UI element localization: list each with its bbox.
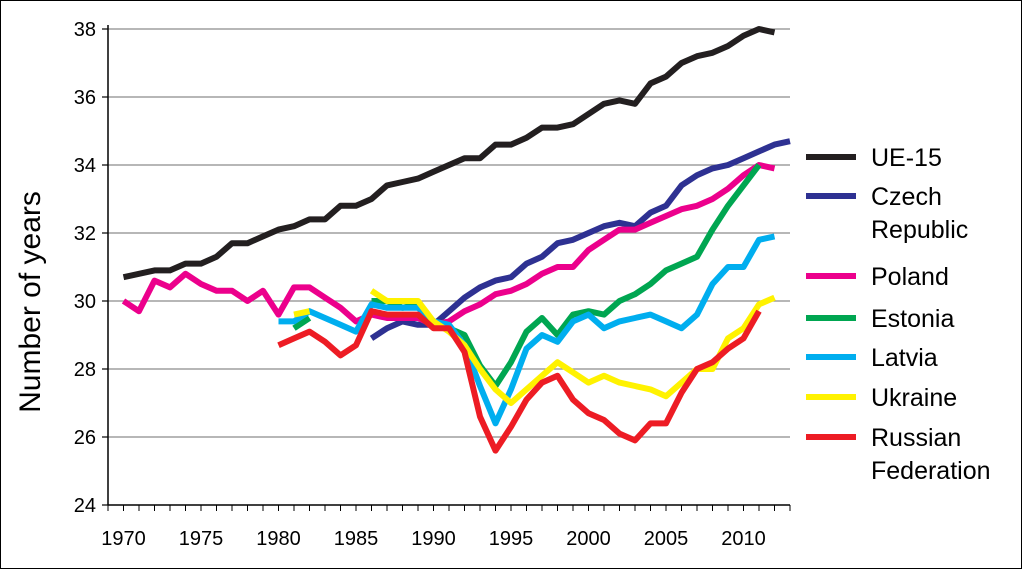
legend-label-russian-federation: Russian bbox=[871, 424, 961, 452]
x-tick-labels: 1970 1975 1980 1985 1990 1995 2000 2005 2010 bbox=[101, 528, 766, 550]
y-tick-label: 26 bbox=[74, 427, 96, 449]
legend-label-russian-federation: Federation bbox=[871, 457, 991, 485]
x-tick-label: 2000 bbox=[566, 528, 611, 550]
gridlines bbox=[108, 28, 790, 438]
y-tick-label: 28 bbox=[74, 359, 96, 381]
x-tick-label: 1975 bbox=[179, 528, 224, 550]
x-tick-label: 1980 bbox=[256, 528, 301, 550]
series-line-russian-federation bbox=[277, 308, 762, 454]
legend-label-czech-republic: Republic bbox=[871, 216, 968, 244]
y-tick-label: 30 bbox=[74, 291, 96, 313]
y-tick-label: 38 bbox=[74, 19, 96, 41]
legend-label-ue-15: UE-15 bbox=[871, 144, 942, 172]
axes bbox=[102, 25, 791, 511]
x-tick-label: 2005 bbox=[644, 528, 689, 550]
x-tick-label: 1990 bbox=[411, 528, 456, 550]
series-line-estonia bbox=[292, 315, 312, 331]
legend: UE-15 Czech Republic Poland Estonia Latvia Ukr… bbox=[806, 144, 991, 485]
y-axis-label: Number of years bbox=[14, 191, 47, 413]
y-tick-labels: 24 26 28 30 32 34 36 38 bbox=[74, 19, 96, 517]
x-tick-label: 2010 bbox=[721, 528, 766, 550]
series-line-ukraine bbox=[293, 308, 311, 318]
x-tick-label: 1995 bbox=[489, 528, 534, 550]
x-tick-label: 1970 bbox=[101, 528, 146, 550]
y-tick-label: 36 bbox=[74, 87, 96, 109]
legend-label-estonia: Estonia bbox=[871, 305, 954, 333]
series-lines bbox=[121, 26, 791, 454]
series-line-ue-15 bbox=[122, 26, 776, 281]
series-line-poland bbox=[121, 162, 776, 328]
y-tick-label: 34 bbox=[74, 155, 96, 177]
legend-label-czech-republic: Czech bbox=[871, 183, 942, 211]
series-line-czech-republic bbox=[369, 138, 791, 341]
x-tick-label: 1985 bbox=[334, 528, 379, 550]
y-tick-label: 32 bbox=[74, 223, 96, 245]
legend-label-poland: Poland bbox=[871, 263, 949, 291]
y-tick-label: 24 bbox=[74, 495, 96, 517]
series-line-latvia bbox=[278, 233, 776, 427]
legend-label-ukraine: Ukraine bbox=[871, 384, 957, 412]
series-line-estonia bbox=[371, 163, 762, 389]
series-line-ukraine bbox=[369, 288, 776, 406]
legend-label-latvia: Latvia bbox=[871, 344, 938, 372]
